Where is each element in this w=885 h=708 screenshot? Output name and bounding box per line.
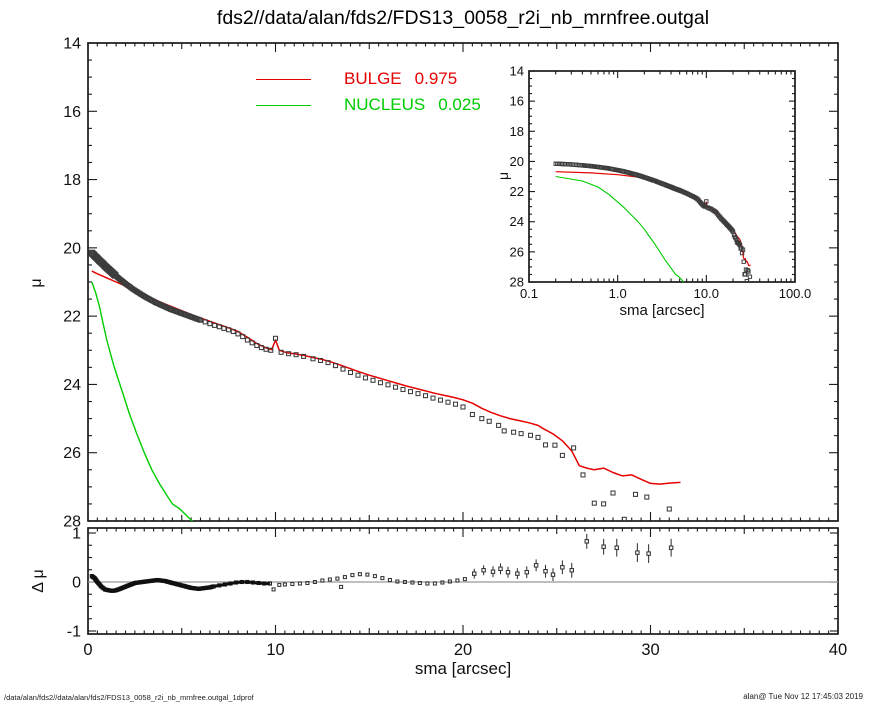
legend-value-bulge: 0.975 [414,69,458,88]
page-title: fds2//data/alan/fds2/FDS13_0058_r2i_nb_m… [216,7,710,29]
svg-text:16: 16 [63,104,81,121]
svg-text:18: 18 [510,124,524,139]
svg-text:24: 24 [63,377,81,394]
svg-text:28: 28 [510,275,524,290]
footer-user-timestamp: alan@ Tue Nov 12 17:45:03 2019 [743,692,863,701]
svg-text:0: 0 [83,641,92,659]
bulge-line-swatch [256,78,311,80]
svg-text:20: 20 [63,240,81,257]
svg-text:1: 1 [72,526,81,543]
svg-text:20: 20 [454,641,472,659]
inset-x-axis-label: sma [arcsec] [619,302,705,319]
svg-text:0: 0 [72,575,81,592]
svg-text:10: 10 [266,641,284,659]
legend-item-bulge: BULGE 0.975 [256,66,481,92]
svg-text:22: 22 [510,184,524,199]
svg-text:14: 14 [63,36,81,53]
svg-text:100.0: 100.0 [779,286,812,301]
svg-text:1.0: 1.0 [609,286,627,301]
legend-item-nucleus: NUCLEUS 0.025 [256,92,481,118]
svg-text:0.1: 0.1 [520,286,538,301]
inset-y-axis-label: μ [495,171,511,181]
svg-text:10.0: 10.0 [694,286,719,301]
legend-label-nucleus: NUCLEUS [344,95,426,114]
main-y-axis-label: μ [28,278,45,288]
svg-text:30: 30 [641,641,659,659]
x-axis-label: sma [arcsec] [414,659,512,678]
legend-label-bulge: BULGE [344,69,402,88]
svg-text:26: 26 [510,244,524,259]
legend-value-nucleus: 0.025 [438,95,481,114]
legend: BULGE 0.975 NUCLEUS 0.025 [256,66,481,118]
svg-text:20: 20 [510,154,524,169]
nucleus-line-swatch [256,104,311,106]
svg-text:26: 26 [63,445,81,462]
svg-text:28: 28 [63,514,81,531]
svg-text:-1: -1 [67,624,81,641]
svg-text:24: 24 [510,214,524,229]
svg-text:16: 16 [510,94,524,109]
svg-text:40: 40 [829,641,847,659]
residual-y-axis-label: Δ μ [30,569,47,593]
footer-file-path: /data/alan/fds2//data/alan/fds2/FDS13_00… [4,693,254,702]
svg-text:18: 18 [63,172,81,189]
svg-text:14: 14 [510,64,524,79]
svg-text:22: 22 [63,309,81,326]
